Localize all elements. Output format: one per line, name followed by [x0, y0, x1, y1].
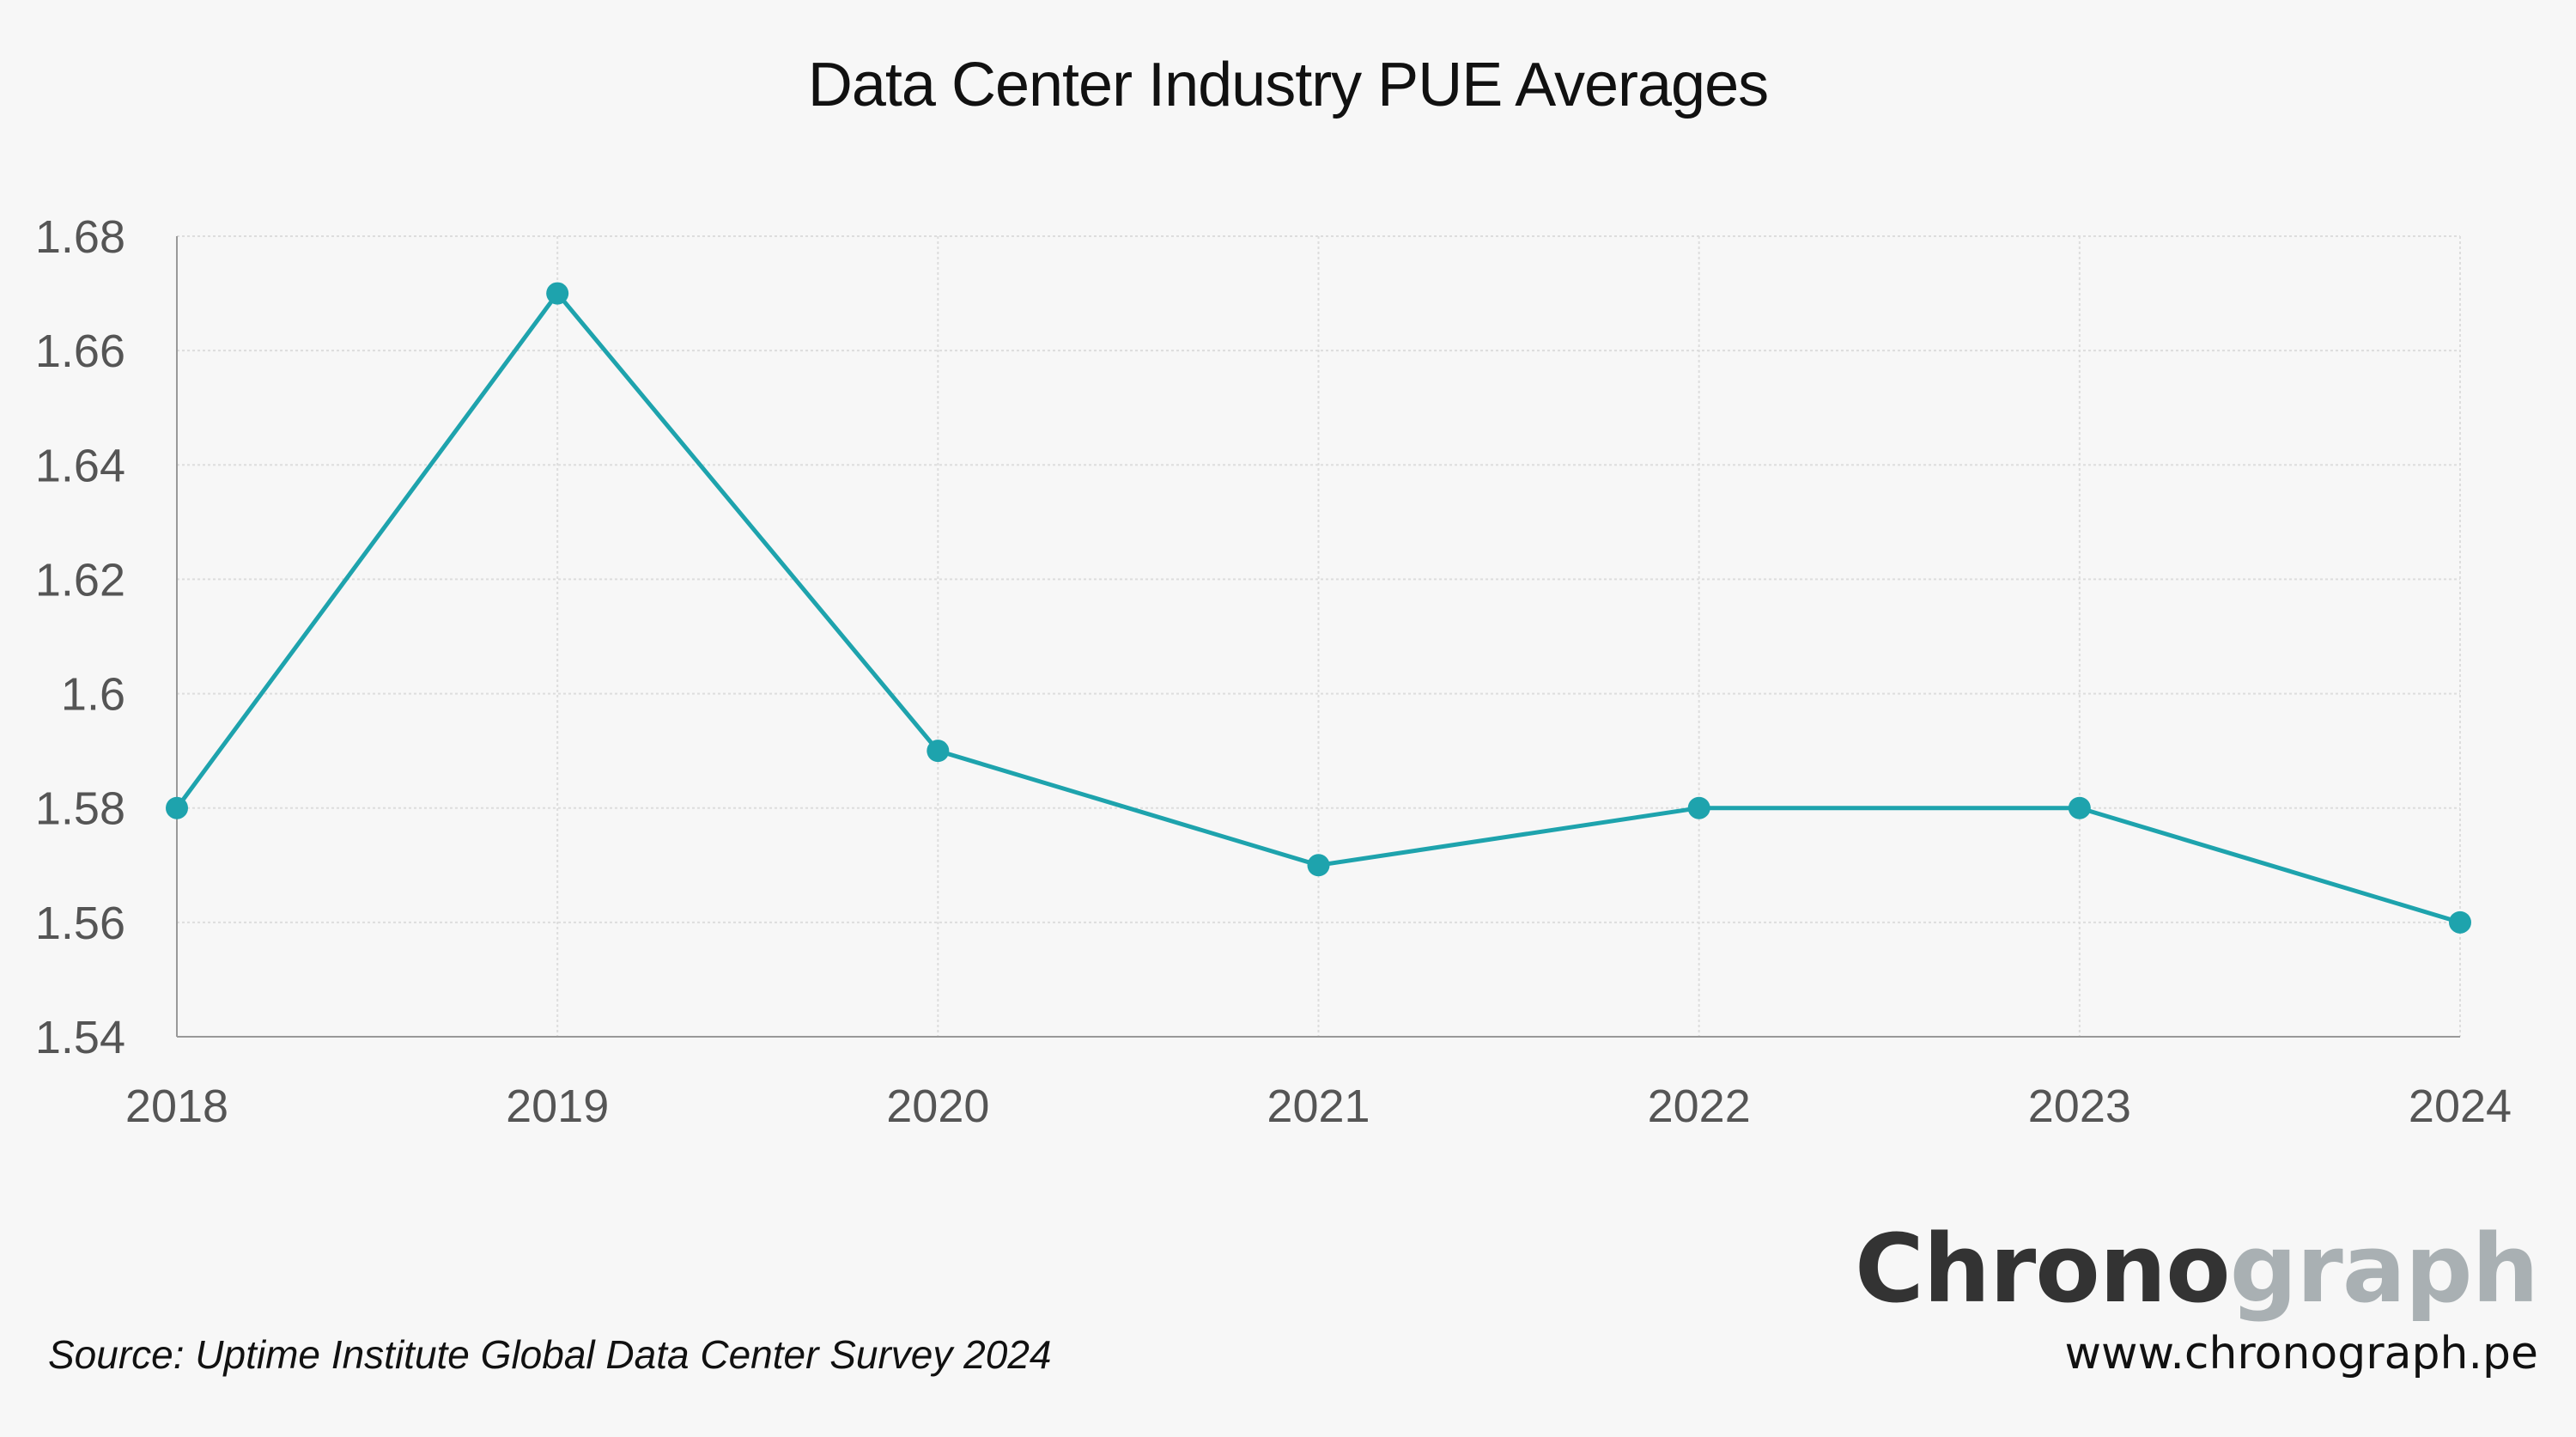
data-point — [2449, 910, 2471, 934]
x-tick-label: 2022 — [1648, 1081, 1751, 1132]
y-tick-label: 1.68 — [35, 211, 125, 263]
source-note: Source: Uptime Institute Global Data Cen… — [48, 1332, 1052, 1377]
data-point — [166, 796, 188, 819]
y-tick-label: 1.54 — [35, 1012, 125, 1063]
data-point — [1687, 796, 1710, 819]
y-tick-label: 1.56 — [35, 898, 125, 949]
logo-text-dark: Chrono — [1854, 1214, 2231, 1324]
axes — [176, 236, 2460, 1038]
chart-title: Data Center Industry PUE Averages — [807, 51, 1769, 119]
y-tick-label: 1.62 — [35, 554, 125, 606]
y-tick-label: 1.58 — [35, 783, 125, 835]
x-tick-labels: 2018 2019 2020 2021 2022 2023 2024 — [125, 1081, 2512, 1132]
data-point — [1307, 854, 1330, 877]
grid-lines — [177, 235, 2461, 1037]
x-tick-label: 2020 — [886, 1081, 989, 1132]
y-tick-labels: 1.54 1.56 1.58 1.6 1.62 1.64 1.66 1.68 — [35, 211, 125, 1063]
data-point — [2068, 796, 2091, 819]
y-tick-label: 1.64 — [35, 440, 125, 491]
data-point — [546, 282, 569, 305]
x-tick-label: 2024 — [2409, 1081, 2512, 1132]
series-points — [166, 282, 2471, 934]
x-tick-label: 2021 — [1267, 1081, 1370, 1132]
data-point — [927, 740, 950, 763]
website-url: www.chronograph.pe — [2064, 1328, 2538, 1379]
y-tick-label: 1.6 — [61, 669, 125, 721]
x-tick-label: 2023 — [2028, 1081, 2131, 1132]
logo-text-light: graph — [2229, 1214, 2539, 1324]
x-tick-label: 2018 — [125, 1081, 228, 1132]
x-tick-label: 2019 — [506, 1081, 609, 1132]
y-tick-label: 1.66 — [35, 326, 125, 377]
chronograph-logo: Chronograph — [1855, 1221, 2539, 1316]
